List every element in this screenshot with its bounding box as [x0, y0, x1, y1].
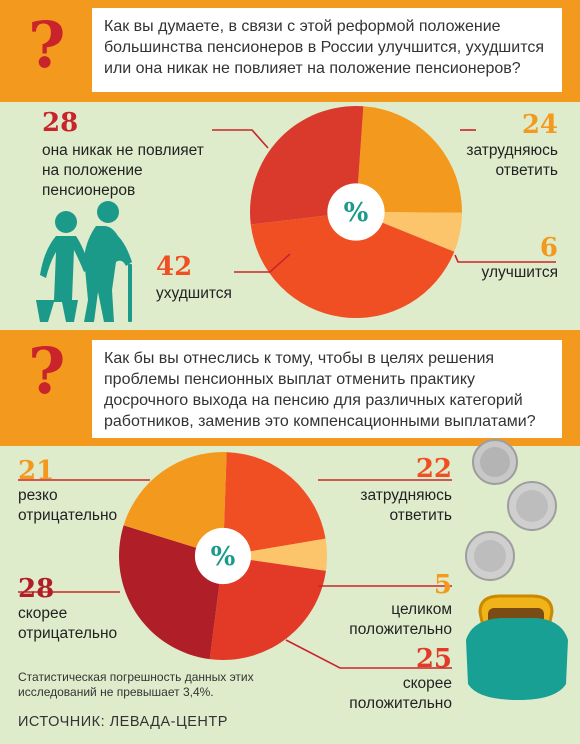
chart2-value-label: 5 — [433, 570, 452, 600]
source-label: ИСТОЧНИК: ЛЕВАДА-ЦЕНТР — [18, 714, 228, 730]
chart1-label-line: ответить — [495, 162, 558, 179]
chart1-value-label: 6 — [539, 233, 558, 263]
chart1-value-label: 28 — [42, 108, 79, 138]
footnote-line: Статистическая погрешность данных этих — [18, 670, 254, 684]
chart2-value-label: 25 — [415, 644, 452, 674]
chart2-label-line: положительно — [349, 695, 452, 712]
chart1-label-line: она никак не повлияет — [42, 142, 204, 159]
question-2-line: работников, заменив это компенсационными… — [104, 413, 536, 430]
question-2-line: досрочного выхода на пенсию для различны… — [104, 392, 523, 409]
pie-slice — [123, 452, 227, 556]
chart2-slice-label: скорее отрицательно — [18, 604, 117, 644]
leader-line — [234, 253, 291, 273]
chart2-slice-label: целиком положительно — [349, 600, 452, 640]
chart2-label-line: отрицательно — [18, 507, 118, 524]
pie-center-label: % — [344, 198, 369, 228]
question-2-line: проблемы пенсионных выплат отменить прак… — [104, 371, 475, 388]
chart1-label-line: пенсионеров — [42, 182, 136, 199]
chart1-value-label: 24 — [521, 110, 558, 140]
chart2-slice-label: затрудняюсь ответить — [360, 486, 452, 526]
chart2-label-line: отрицательно — [18, 625, 118, 642]
question-mark-icon: ? — [28, 334, 66, 409]
question-2-box: Как бы вы отнеслись к тому, чтобы в целя… — [92, 340, 562, 438]
chart1-label-line: ухудшится — [156, 285, 232, 302]
elderly-couple-icon — [36, 201, 132, 322]
chart1-label-line: на положение — [42, 162, 143, 179]
pie-slice — [356, 106, 462, 213]
chart2-value-label: 22 — [415, 454, 452, 484]
chart2-value-label: 28 — [18, 574, 55, 604]
purse-icon — [466, 594, 568, 700]
question-1-line: большинства пенсионеров в России улучшит… — [104, 39, 545, 56]
chart1-label-line: затрудняюсь — [466, 142, 558, 159]
chart1-value-label: 42 — [156, 252, 193, 282]
chart2-slice-label: скорее положительно — [349, 674, 452, 714]
pie-slice — [209, 556, 326, 660]
question-band-2: ? Как бы вы отнеслись к тому, чтобы в це… — [0, 330, 580, 446]
pie-slice — [223, 452, 326, 556]
pie-slice — [223, 538, 327, 571]
question-1-line: Как вы думаете, в связи с этой реформой … — [104, 18, 501, 35]
chart2-label-line: ответить — [389, 507, 452, 524]
question-band-1: ? Как вы думаете, в связи с этой реформо… — [0, 0, 580, 102]
chart1-slice-label: ухудшится — [156, 284, 232, 304]
chart2-label-line: резко — [18, 487, 58, 504]
chart1-slice-label: затрудняюсь ответить — [466, 141, 558, 181]
chart2-label-line: положительно — [349, 621, 452, 638]
pie-center-hole — [194, 527, 252, 585]
chart1-slice-label: улучшится — [482, 263, 558, 283]
question-mark-icon: ? — [28, 8, 66, 83]
chart2-label-line: целиком — [391, 601, 452, 618]
footnote: Статистическая погрешность данных этих и… — [18, 670, 254, 700]
pie-center-hole — [327, 183, 385, 241]
question-1-box: Как вы думаете, в связи с этой реформой … — [92, 8, 562, 92]
question-2-line: Как бы вы отнеслись к тому, чтобы в целя… — [104, 350, 495, 367]
chart2-label-line: скорее — [402, 675, 452, 692]
leader-line — [285, 639, 452, 669]
chart2-slice-label: резко отрицательно — [18, 486, 117, 526]
chart1-slice-label: она никак не повлияет на положение пенси… — [42, 141, 204, 201]
chart1-label-line: улучшится — [481, 264, 558, 281]
chart2-label-line: затрудняюсь — [360, 487, 452, 504]
question-1-line: или она никак не повлияет на положение п… — [104, 60, 521, 77]
chart2-label-line: скорее — [18, 605, 68, 622]
leader-line — [212, 129, 269, 149]
chart2-value-label: 21 — [18, 456, 55, 486]
pie-center-label: % — [211, 542, 236, 572]
pie-slice — [250, 212, 455, 319]
leader-line — [454, 254, 556, 263]
coins-icon — [465, 439, 557, 581]
footnote-line: исследований не превышает 3,4%. — [18, 685, 214, 699]
